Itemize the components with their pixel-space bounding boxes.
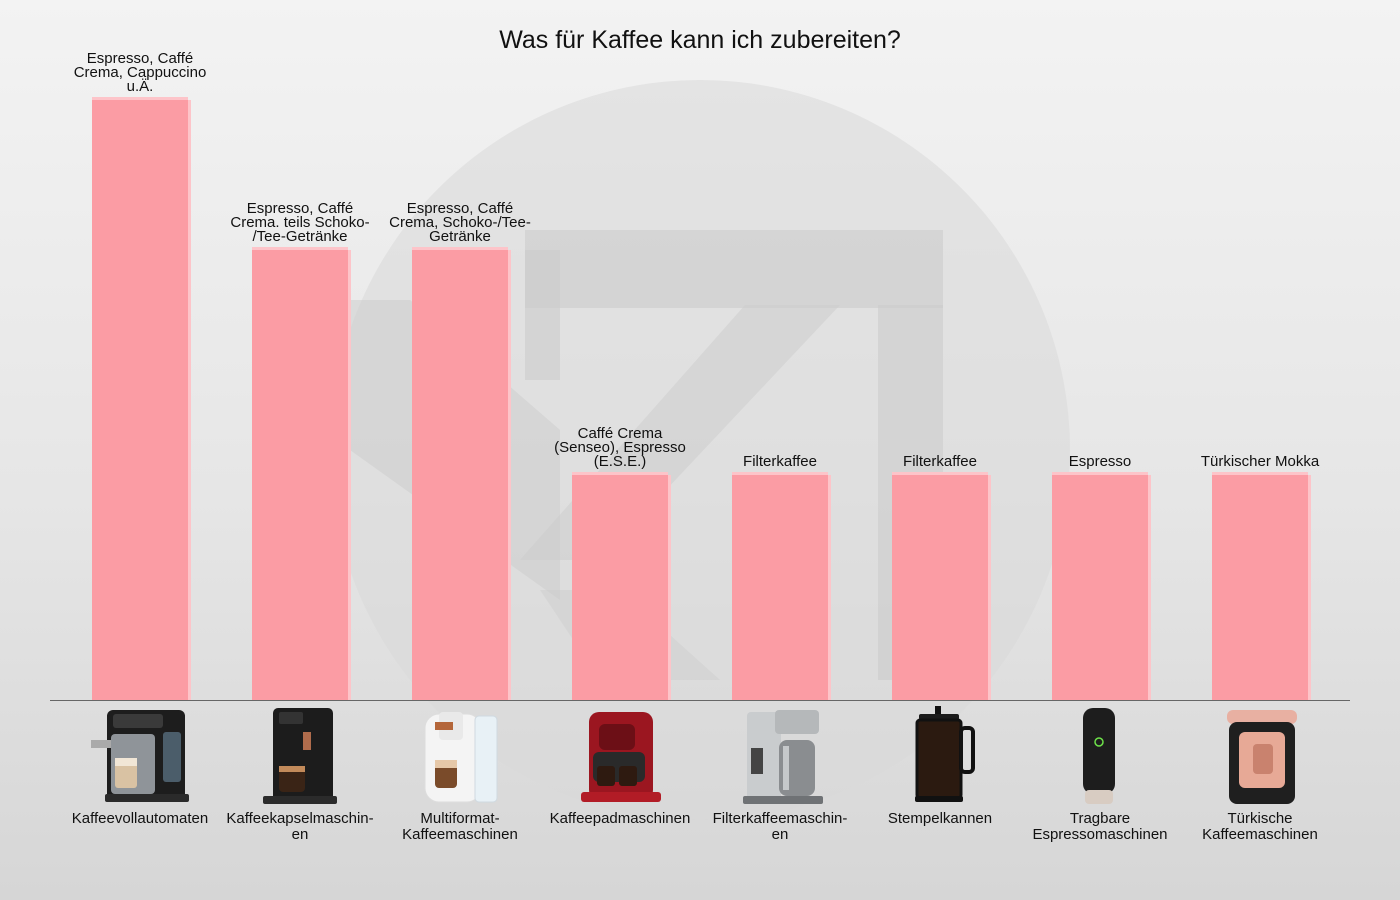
bar-label-4: Caffé Crema (Senseo), Espresso (E.S.E.) (530, 425, 710, 470)
category-label-8: Türkische Kaffeemaschinen (1170, 811, 1350, 843)
bar-label-line: Türkischer Mokka (1200, 453, 1320, 470)
bar-label-line: (Senseo), Espresso (554, 439, 686, 456)
bar-label-line: (E.S.E.) (593, 453, 647, 470)
bar-5 (732, 475, 828, 700)
bar-label-line: Espresso, Caffé (86, 50, 194, 67)
pad-machine-icon (581, 712, 661, 802)
bar-label-line: Crema, Cappuccino (73, 64, 207, 81)
bar-label-3: Espresso, Caffé Crema, Schoko-/Tee- Geträn… (370, 200, 550, 245)
bar-4 (572, 475, 668, 700)
category-label-3: Multiformat- Kaffeemaschinen (370, 811, 550, 843)
category-label-line: Kaffeepadmaschinen (549, 810, 691, 827)
capsule-machine-icon (263, 708, 337, 804)
bar-label-1: Espresso, Caffé Crema, Cappuccino u.Ä. (50, 50, 230, 95)
category-label-line: Filterkaffeemaschin- (712, 810, 848, 827)
category-label-line: Kaffeemaschinen (402, 826, 518, 843)
bar-label-line: Crema. teils Schoko- (230, 214, 370, 231)
bar-label-line: Espresso, Caffé (246, 200, 354, 217)
bar-8 (1212, 475, 1308, 700)
bar-1 (92, 100, 188, 700)
bar-label-line: Caffé Crema (577, 425, 663, 442)
category-label-7: Tragbare Espressomaschinen (1010, 811, 1190, 843)
bar-label-8: Türkischer Mokka (1170, 453, 1350, 470)
category-label-2: Kaffeekapselmaschin-en (210, 811, 390, 843)
category-label-line: Tragbare (1069, 810, 1131, 827)
bar-label-6: Filterkaffee (850, 453, 1030, 470)
multiformat-machine-icon (424, 712, 498, 803)
category-label-line: en (291, 826, 309, 843)
bar-label-line: Crema, Schoko-/Tee- (389, 214, 531, 231)
bar-label-line: Espresso, Caffé (406, 200, 514, 217)
category-label-line: Multiformat- (420, 810, 500, 827)
bar-label-line: Filterkaffee (743, 453, 817, 470)
x-axis-baseline (50, 700, 1350, 701)
bar-2 (252, 250, 348, 700)
category-label-line: Espressomaschinen (1032, 826, 1168, 843)
bar-6 (892, 475, 988, 700)
category-label-4: Kaffeepadmaschinen (530, 811, 710, 827)
category-label-line: Kaffeevollautomaten (71, 810, 209, 827)
bar-label-5: Filterkaffee (690, 453, 870, 470)
bar-label-line: u.Ä. (126, 78, 154, 95)
category-label-line: Stempelkannen (887, 810, 993, 827)
french-press-icon (915, 706, 975, 802)
category-label-1: Kaffeevollautomaten (50, 811, 230, 827)
bar-label-line: Filterkaffee (903, 453, 977, 470)
coffee-machine-icon (91, 710, 189, 802)
bar-label-2: Espresso, Caffé Crema. teils Schoko-/Tee-… (210, 200, 390, 245)
bar-3 (412, 250, 508, 700)
bar-label-line: Espresso (1068, 453, 1132, 470)
category-label-line: Türkische (1227, 810, 1293, 827)
category-label-line: Kaffeemaschinen (1202, 826, 1318, 843)
filter-coffee-machine-icon (743, 710, 823, 804)
chart-title: Was für Kaffee kann ich zubereiten? (499, 26, 901, 54)
bar-label-line: /Tee-Getränke (252, 228, 348, 245)
category-label-line: en (771, 826, 789, 843)
bar-label-line: Getränke (429, 228, 491, 245)
bar-label-7: Espresso (1010, 453, 1190, 470)
portable-espresso-icon (1083, 708, 1115, 804)
turkish-coffee-machine-icon (1227, 710, 1297, 804)
category-label-line: Kaffeekapselmaschin- (226, 810, 374, 827)
category-label-6: Stempelkannen (850, 811, 1030, 827)
category-label-5: Filterkaffeemaschin-en (690, 811, 870, 843)
bar-7 (1052, 475, 1148, 700)
